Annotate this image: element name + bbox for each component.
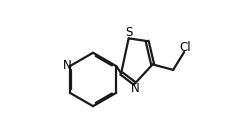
- Text: N: N: [62, 58, 71, 72]
- Text: S: S: [125, 26, 132, 39]
- Text: Cl: Cl: [179, 42, 191, 54]
- Text: N: N: [131, 82, 140, 95]
